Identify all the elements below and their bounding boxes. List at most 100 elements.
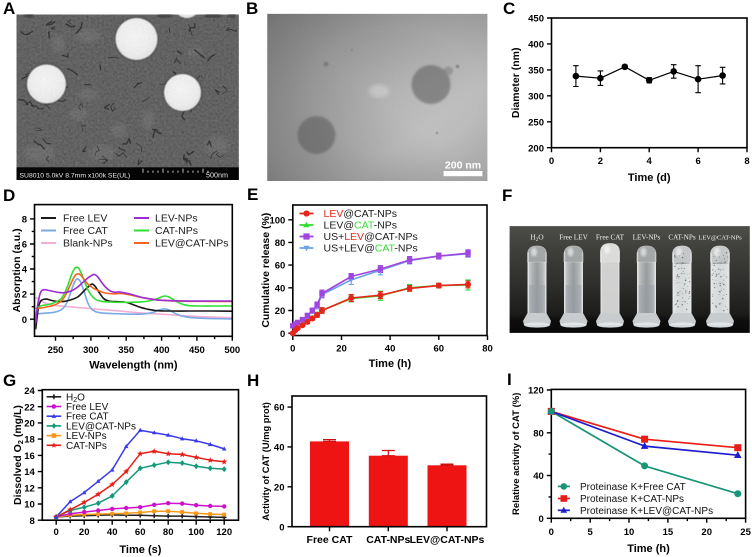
svg-text:Free CAT: Free CAT [63,225,108,237]
svg-text:120: 120 [216,527,232,538]
svg-text:40: 40 [385,344,396,355]
svg-text:A: A [3,0,15,18]
svg-text:Free LEV: Free LEV [559,234,588,242]
svg-text:450: 450 [528,14,544,25]
svg-text:LEV-NPs: LEV-NPs [155,213,198,225]
svg-text:10: 10 [24,500,35,511]
svg-text:CAT-NPs: CAT-NPs [668,234,695,242]
svg-text:40: 40 [533,471,544,482]
svg-text:Free LEV: Free LEV [63,213,107,225]
svg-text:6: 6 [22,240,27,251]
svg-text:8: 8 [744,156,749,167]
svg-text:22: 22 [24,402,35,413]
svg-text:20: 20 [79,527,90,538]
svg-text:LEV-NPs: LEV-NPs [66,431,107,442]
svg-text:2: 2 [22,290,27,301]
svg-text:2: 2 [598,156,603,167]
svg-text:80: 80 [275,238,286,249]
svg-text:200 nm: 200 nm [445,159,481,171]
svg-text:24: 24 [24,386,35,397]
svg-text:300: 300 [528,91,544,102]
svg-text:40: 40 [274,443,285,454]
svg-text:0: 0 [54,527,59,538]
svg-text:20: 20 [24,419,35,430]
svg-text:80: 80 [533,428,544,439]
svg-text:Wavelength (nm): Wavelength (nm) [89,359,178,371]
svg-text:Free CAT: Free CAT [596,234,625,242]
svg-text:0: 0 [290,344,295,355]
svg-text:F: F [502,186,512,205]
svg-text:Free LEV: Free LEV [66,402,109,413]
svg-text:250: 250 [528,117,544,128]
svg-text:0: 0 [549,527,554,538]
svg-text:20: 20 [336,344,347,355]
svg-text:4: 4 [22,265,28,276]
svg-text:5: 5 [588,527,594,538]
svg-text:400: 400 [154,345,170,356]
svg-text:25: 25 [740,527,751,538]
svg-text:20: 20 [275,306,286,317]
svg-text:0: 0 [539,514,544,525]
svg-text:6: 6 [695,156,700,167]
svg-text:Free CAT: Free CAT [307,534,353,546]
svg-text:0: 0 [280,329,285,340]
svg-text:350: 350 [118,345,134,356]
svg-text:Blank-NPs: Blank-NPs [63,238,113,250]
svg-text:Cumulative release (%): Cumulative release (%) [260,213,272,328]
svg-text:200: 200 [528,143,544,154]
svg-text:15: 15 [663,527,674,538]
svg-text:10: 10 [624,527,635,538]
svg-text:SU8010 5.0kV 8.7mm x100k SE(UL: SU8010 5.0kV 8.7mm x100k SE(UL) [20,173,131,180]
svg-text:LEV-NPs: LEV-NPs [633,234,661,242]
svg-text:16: 16 [24,451,35,462]
svg-text:0: 0 [22,315,27,326]
svg-text:H2O: H2O [66,392,85,404]
svg-text:H2O: H2O [530,233,544,244]
svg-text:250: 250 [48,345,64,356]
svg-text:Diameter (nm): Diameter (nm) [510,47,522,118]
svg-text:4: 4 [647,156,653,167]
svg-text:D: D [3,186,15,205]
svg-text:20: 20 [274,482,285,493]
svg-text:Absorption (a.u.): Absorption (a.u.) [11,228,23,312]
svg-text:350: 350 [528,66,544,77]
svg-text:LEV@CAT-NPs: LEV@CAT-NPs [410,534,485,546]
svg-text:20: 20 [701,527,712,538]
svg-text:Relative activity of CAT (%): Relative activity of CAT (%) [511,393,522,515]
svg-text:LEV@CAT-NPs: LEV@CAT-NPs [324,220,398,232]
svg-text:12: 12 [24,483,35,494]
svg-text:18: 18 [24,435,35,446]
svg-text:Time (h): Time (h) [627,543,670,555]
svg-text:500nm: 500nm [206,171,228,180]
svg-text:Proteinase K+Free CAT: Proteinase K+Free CAT [580,482,686,493]
svg-text:0: 0 [549,156,554,167]
svg-text:60: 60 [434,344,445,355]
svg-text:8: 8 [30,516,35,527]
svg-text:LEV@CAT-NPs: LEV@CAT-NPs [66,421,136,432]
svg-text:14: 14 [24,467,35,478]
svg-text:LEV@CAT-NPs: LEV@CAT-NPs [324,208,398,220]
svg-text:H: H [247,371,259,390]
svg-text:C: C [503,0,515,18]
svg-text:I: I [507,370,512,389]
svg-text:0: 0 [279,522,284,533]
svg-text:60: 60 [275,261,286,272]
svg-text:40: 40 [107,527,118,538]
svg-text:450: 450 [189,345,205,356]
svg-text:500: 500 [224,345,240,356]
svg-text:E: E [247,185,258,204]
svg-text:60: 60 [274,403,285,414]
svg-text:B: B [246,0,258,18]
svg-text:100: 100 [188,527,204,538]
svg-text:Proteinase K+LEV@CAT-NPs: Proteinase K+LEV@CAT-NPs [580,506,713,517]
svg-text:Dissolved O2 (mg/L): Dissolved O2 (mg/L) [12,405,25,505]
svg-text:G: G [3,371,16,390]
svg-text:Proteinase K+CAT-NPs: Proteinase K+CAT-NPs [580,494,684,505]
svg-text:300: 300 [83,345,99,356]
svg-text:US+LEV@CAT-NPs: US+LEV@CAT-NPs [324,243,418,255]
svg-text:400: 400 [528,40,544,51]
svg-text:8: 8 [22,215,27,226]
svg-text:LEV@CAT-NPs: LEV@CAT-NPs [155,238,228,250]
svg-text:US+LEV@CAT-NPs: US+LEV@CAT-NPs [324,231,418,243]
svg-text:Free CAT: Free CAT [66,412,109,423]
